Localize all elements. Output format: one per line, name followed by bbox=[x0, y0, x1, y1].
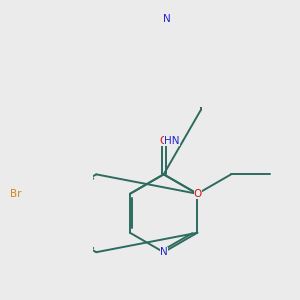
Text: O: O bbox=[160, 136, 168, 146]
Text: O: O bbox=[194, 189, 202, 199]
Text: N: N bbox=[163, 14, 171, 24]
Text: Br: Br bbox=[10, 189, 21, 199]
Text: HN: HN bbox=[164, 136, 180, 146]
Text: N: N bbox=[160, 247, 167, 257]
